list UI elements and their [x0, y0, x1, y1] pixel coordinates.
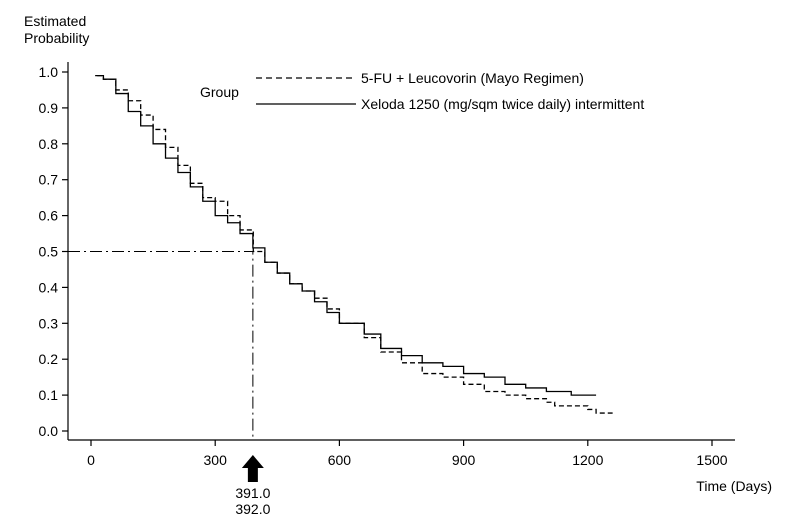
legend-entry-1: 5-FU + Leucovorin (Mayo Regimen) [361, 70, 584, 86]
x-ticks: 0 300 600 900 1200 1500 [87, 440, 728, 468]
median-label-1: 391.0 [235, 485, 270, 501]
y-tick-label: 1.0 [39, 64, 59, 80]
series-line-5fu-leucovorin [97, 74, 613, 414]
series-line-xeloda [95, 74, 597, 396]
x-tick-label: 900 [452, 452, 476, 468]
y-tick-label: 0.7 [39, 172, 59, 188]
legend-title: Group [200, 84, 239, 100]
y-axis-title: Estimated Probability [24, 13, 90, 46]
x-tick-label: 600 [328, 452, 352, 468]
y-tick-label: 0.3 [39, 315, 59, 331]
y-tick-label: 0.8 [39, 136, 59, 152]
median-reference-line [68, 251, 254, 440]
y-tick-label: 0.2 [39, 351, 59, 367]
x-tick-label: 1500 [696, 452, 727, 468]
median-arrow-icon [241, 455, 264, 482]
y-tick-label: 0.0 [39, 423, 59, 439]
y-tick-label: 0.4 [39, 279, 59, 295]
legend-entry-2: Xeloda 1250 (mg/sqm twice daily) intermi… [361, 96, 644, 112]
legend: Group 5-FU + Leucovorin (Mayo Regimen) X… [200, 70, 644, 112]
y-tick-label: 0.9 [39, 100, 59, 116]
x-tick-label: 0 [87, 452, 95, 468]
y-ticks: 0.0 0.1 0.2 0.3 0.4 0.5 0.6 0.7 0.8 0.9 1.0 [39, 64, 68, 439]
y-axis-title-line-1: Estimated [24, 13, 86, 29]
y-axis-title-line-2: Probability [24, 30, 89, 46]
x-tick-label: 300 [204, 452, 228, 468]
y-tick-label: 0.5 [39, 244, 59, 260]
x-axis-title: Time (Days) [696, 478, 772, 494]
x-tick-label: 1200 [572, 452, 603, 468]
series-group [95, 74, 613, 414]
y-tick-label: 0.6 [39, 208, 59, 224]
median-label-2: 392.0 [235, 501, 270, 517]
y-tick-label: 0.1 [39, 387, 59, 403]
